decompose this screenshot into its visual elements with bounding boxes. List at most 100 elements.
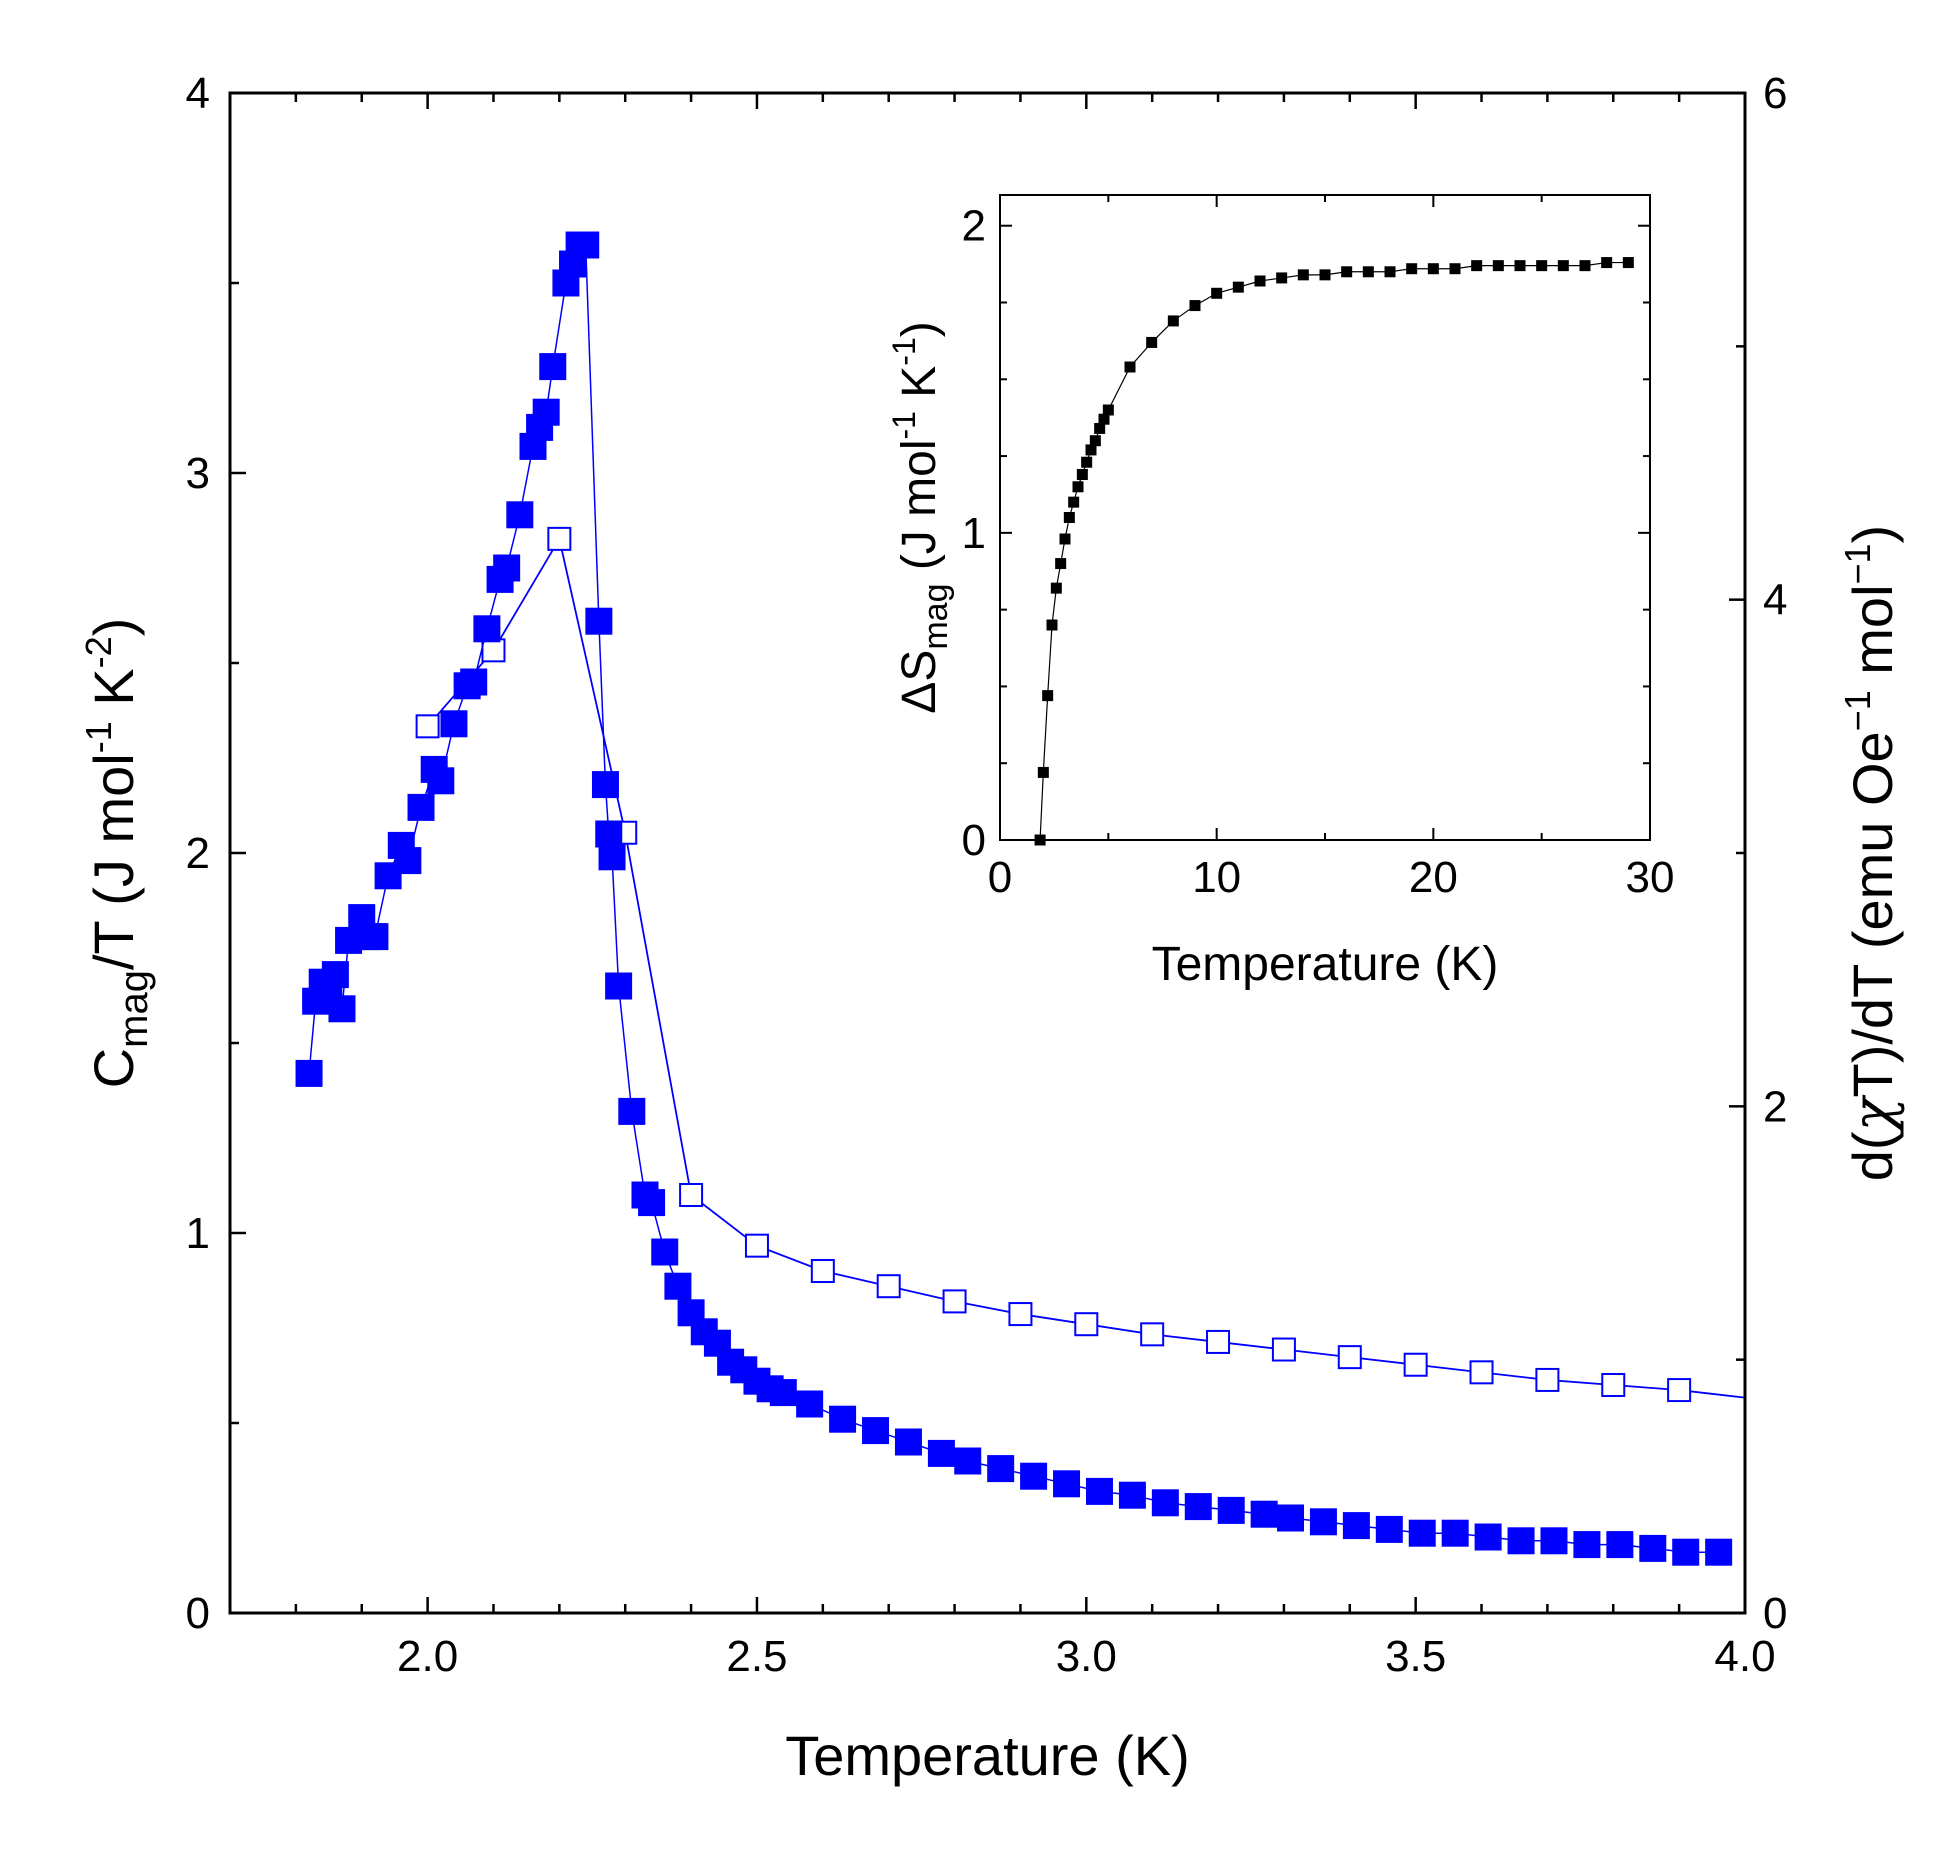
- inset-y-axis-title: ΔSmag (J mol-1 K-1): [886, 321, 955, 713]
- delta-s-mag-marker: [1085, 444, 1097, 456]
- cmag-over-t-marker: [1639, 1534, 1667, 1562]
- cmag-over-t-marker: [506, 501, 534, 529]
- ylabel-left-end: ): [82, 618, 145, 637]
- delta-s-mag-marker: [1059, 533, 1071, 545]
- cmag-over-t-marker: [894, 1428, 922, 1456]
- cmag-over-t-marker: [585, 607, 613, 635]
- main-right-y-axis-title: d(χT)/dT (emu Oe−1 mol−1): [1837, 525, 1906, 1181]
- delta-s-mag-marker: [1055, 558, 1067, 570]
- delta-s-mag-marker: [1042, 690, 1054, 702]
- ylabel-left-sup2: -2: [78, 636, 119, 668]
- dchiTdT-marker: [1271, 1337, 1296, 1362]
- cmag-over-t-marker: [1375, 1515, 1403, 1543]
- inset-ylabel-mid: K: [893, 366, 946, 411]
- delta-s-mag-marker: [1037, 766, 1049, 778]
- delta-s-mag-marker: [1068, 496, 1080, 508]
- inset-x-tick-label: 30: [1626, 853, 1675, 902]
- delta-s-mag-marker: [1102, 404, 1114, 416]
- cmag-over-t-marker: [829, 1405, 857, 1433]
- dchiTdT-marker: [1667, 1378, 1692, 1403]
- cmag-over-t-marker: [394, 847, 422, 875]
- ylabel-left-mid: K: [82, 668, 145, 721]
- cmag-over-t-marker: [1250, 1500, 1278, 1528]
- inset-y-tick-label: 1: [962, 509, 986, 558]
- delta-s-mag-line: [1039, 261, 1629, 841]
- delta-s-mag-marker: [1167, 315, 1179, 327]
- cmag-over-t-marker: [407, 793, 435, 821]
- delta-s-mag-marker: [1063, 512, 1075, 523]
- dchiTdT-line: [426, 536, 1746, 1399]
- delta-s-mag-marker: [1601, 257, 1613, 269]
- cmag-over-t-marker: [954, 1447, 982, 1475]
- main-right-y-tick-label: 0: [1763, 1589, 1787, 1638]
- cmag-over-t-marker: [987, 1455, 1015, 1483]
- delta-s-mag-marker: [1189, 300, 1201, 312]
- delta-s-mag-marker: [1094, 422, 1106, 434]
- cmag-over-t-marker: [595, 820, 623, 848]
- cmag-over-t-marker: [440, 710, 468, 738]
- main-left-y-tick-label: 0: [186, 1589, 210, 1638]
- delta-s-mag-marker: [1046, 619, 1058, 631]
- cmag-over-t-marker: [1672, 1538, 1700, 1566]
- cmag-over-t-marker: [1184, 1493, 1212, 1521]
- dchiTdT-marker: [1403, 1352, 1428, 1377]
- inset-ylabel-sup2: -1: [886, 337, 922, 365]
- inset-x-tick-label: 10: [1192, 853, 1241, 902]
- delta-s-mag-marker: [1427, 263, 1439, 275]
- cmag-over-t-marker: [1118, 1481, 1146, 1509]
- ylabel-right-pre: d(: [1841, 1131, 1904, 1181]
- cmag-over-t-marker: [1217, 1496, 1245, 1524]
- delta-s-mag-marker: [1050, 582, 1062, 594]
- ylabel-left-main: C: [82, 1048, 145, 1088]
- cmag-over-t-marker: [605, 972, 633, 1000]
- inset-ylabel-sup1: -1: [886, 411, 922, 439]
- ylabel-right-end: ): [1841, 525, 1904, 544]
- cmag-over-t-marker: [1277, 1504, 1304, 1532]
- inset-tick-labels: 0 10 20 30 0 1 2: [962, 202, 1675, 902]
- inset-plot-frame: [999, 194, 1651, 841]
- inset-axis-ticks: [999, 195, 1651, 841]
- cmag-over-t-marker: [1151, 1489, 1179, 1517]
- inset-x-axis-title: Temperature (K): [1152, 938, 1499, 991]
- cmag-over-t-marker: [591, 771, 619, 799]
- dchiTdT-marker: [744, 1233, 769, 1258]
- cmag-over-t-marker: [532, 398, 560, 426]
- dchiTdT-marker: [481, 638, 506, 663]
- cmag-over-t-marker: [651, 1238, 679, 1266]
- delta-s-mag-marker: [1081, 456, 1093, 468]
- delta-s-mag-marker: [1211, 287, 1223, 299]
- cmag-over-t-marker: [473, 615, 501, 643]
- cmag-over-t-marker: [1606, 1531, 1634, 1559]
- cmag-over-t-marker: [1309, 1508, 1337, 1536]
- ylabel-right-chi: χ: [1841, 1094, 1906, 1135]
- delta-s-mag-marker: [1072, 481, 1084, 493]
- delta-s-mag-marker: [1514, 260, 1526, 272]
- delta-s-mag-marker: [1579, 260, 1591, 272]
- ylabel-right-sup2: −1: [1837, 543, 1878, 584]
- cmag-over-t-marker: [321, 961, 349, 989]
- cmag-over-t-marker: [1441, 1519, 1469, 1547]
- cmag-over-t-marker: [927, 1439, 955, 1467]
- ylabel-right-sup1: −1: [1837, 690, 1878, 731]
- delta-s-mag-marker: [1341, 266, 1353, 278]
- dchiTdT-marker: [810, 1259, 835, 1283]
- ylabel-right-mid2: mol: [1841, 584, 1904, 690]
- cmag-over-t-marker: [769, 1379, 797, 1407]
- cmag-over-t-marker: [1342, 1512, 1370, 1540]
- cmag-over-t-marker: [1540, 1527, 1568, 1555]
- delta-s-mag-marker: [1557, 260, 1569, 272]
- dchiTdT-marker: [876, 1274, 901, 1299]
- dchiTdT-marker: [415, 714, 440, 739]
- cmag-over-t-marker: [493, 554, 521, 582]
- inset-x-tick-label: 20: [1409, 853, 1458, 902]
- dchiTdT-marker: [1074, 1312, 1099, 1337]
- cmag-over-t-marker: [796, 1390, 824, 1418]
- dchiTdT-marker: [1535, 1367, 1560, 1392]
- main-x-tick-label: 3.5: [1385, 1632, 1446, 1681]
- cmag-over-t-marker: [1573, 1531, 1601, 1559]
- cmag-over-t-marker: [1085, 1477, 1113, 1505]
